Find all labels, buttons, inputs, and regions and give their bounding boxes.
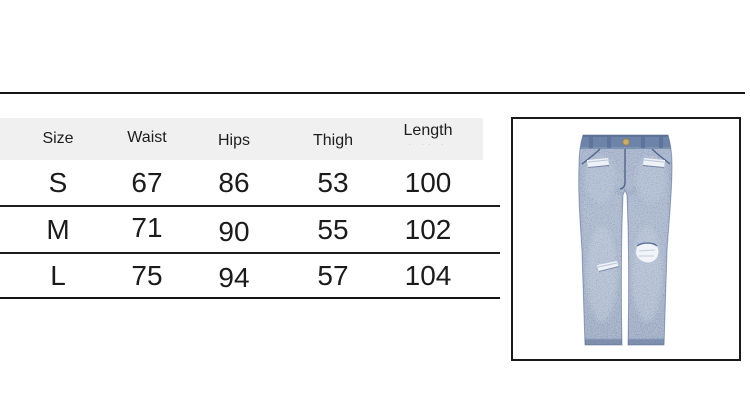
cell-length-s: 100 bbox=[404, 166, 452, 198]
column-header-length-label: Length bbox=[403, 122, 453, 140]
cell-waist-s: 67 bbox=[131, 166, 163, 198]
size-chart-table: Size Waist Hips Thigh Length · ·· · S 67… bbox=[0, 118, 500, 299]
column-header-length: Length · ·· · bbox=[376, 122, 480, 149]
top-divider bbox=[0, 92, 745, 94]
cell-size-m: M bbox=[46, 213, 70, 245]
table-row-s: S 67 86 53 100 bbox=[0, 160, 500, 207]
product-photo-jeans bbox=[578, 134, 673, 346]
cell-thigh-l: 57 bbox=[317, 259, 349, 291]
length-header-faint-marks: · ·· · bbox=[408, 139, 448, 149]
column-header-hips: Hips bbox=[217, 132, 250, 150]
cell-thigh-m: 55 bbox=[317, 213, 349, 245]
cell-waist-l: 75 bbox=[131, 259, 163, 291]
column-header-size: Size bbox=[42, 130, 74, 148]
cell-hips-s: 86 bbox=[218, 166, 250, 198]
cell-thigh-s: 53 bbox=[317, 166, 349, 198]
table-row-l: L 75 94 57 104 bbox=[0, 254, 500, 299]
cell-length-l: 104 bbox=[404, 259, 452, 291]
cell-size-s: S bbox=[48, 166, 68, 198]
cell-hips-m: 90 bbox=[218, 215, 250, 247]
product-image-box bbox=[511, 117, 741, 361]
cell-hips-l: 94 bbox=[218, 261, 250, 293]
cell-size-l: L bbox=[50, 259, 66, 291]
cell-waist-m: 71 bbox=[131, 211, 163, 243]
column-header-thigh: Thigh bbox=[312, 132, 354, 150]
table-row-m: M 71 90 55 102 bbox=[0, 207, 500, 254]
column-header-waist: Waist bbox=[127, 129, 167, 147]
cell-length-m: 102 bbox=[404, 213, 452, 245]
table-header-row: Size Waist Hips Thigh Length · ·· · bbox=[0, 118, 483, 160]
